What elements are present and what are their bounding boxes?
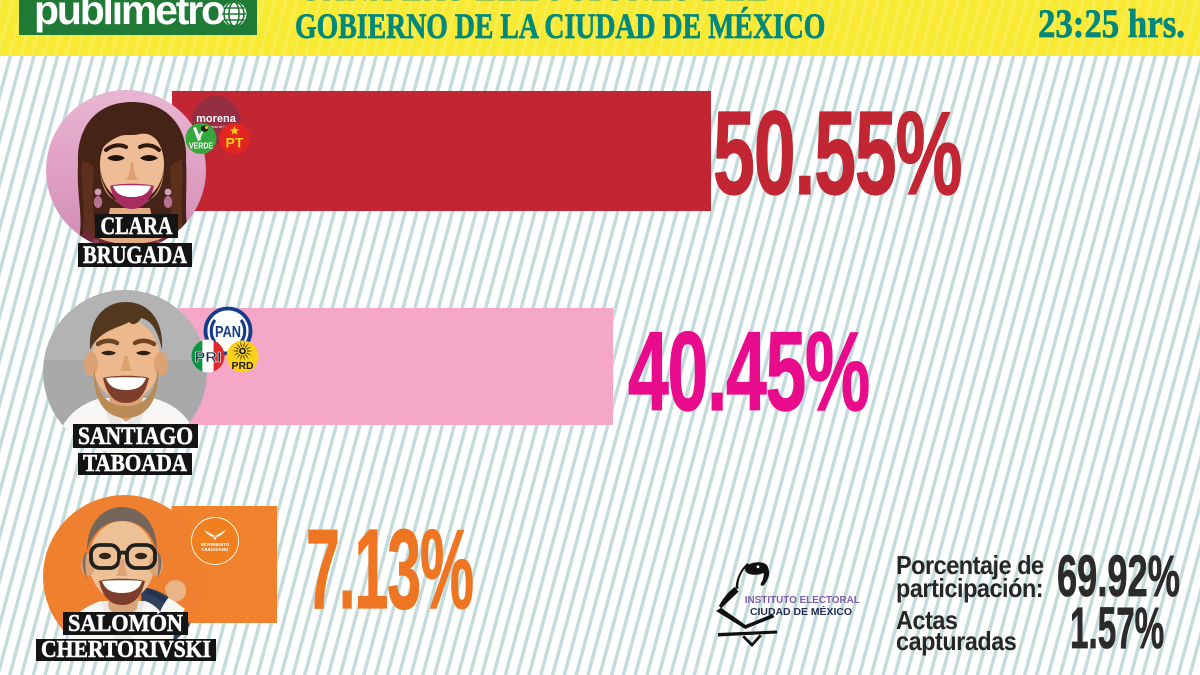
svg-text:CIUDAD DE MÉXICO: CIUDAD DE MÉXICO	[750, 605, 852, 618]
svg-text:CHERTORIVSKI: CHERTORIVSKI	[41, 639, 211, 661]
svg-text:VERDE: VERDE	[189, 142, 214, 151]
svg-text:PRD: PRD	[232, 360, 254, 372]
svg-text:CIUDADANO: CIUDADANO	[202, 547, 229, 552]
svg-text:PRI: PRI	[195, 350, 222, 366]
svg-text:BRUGADA: BRUGADA	[83, 243, 187, 267]
svg-text:PT: PT	[226, 135, 244, 151]
svg-text:La esperanza de México: La esperanza de México	[199, 125, 234, 129]
svg-text:MOVIMIENTO: MOVIMIENTO	[201, 542, 230, 547]
svg-text:TABOADA: TABOADA	[83, 453, 188, 475]
svg-text:SANTIAGO: SANTIAGO	[78, 424, 193, 448]
svg-text:SALOMÓN: SALOMÓN	[68, 612, 184, 635]
svg-text:PAN: PAN	[215, 324, 241, 341]
svg-text:INSTITUTO ELECTORAL: INSTITUTO ELECTORAL	[745, 595, 860, 606]
svg-text:CLARA: CLARA	[101, 214, 173, 238]
svg-text:morena: morena	[196, 113, 237, 125]
